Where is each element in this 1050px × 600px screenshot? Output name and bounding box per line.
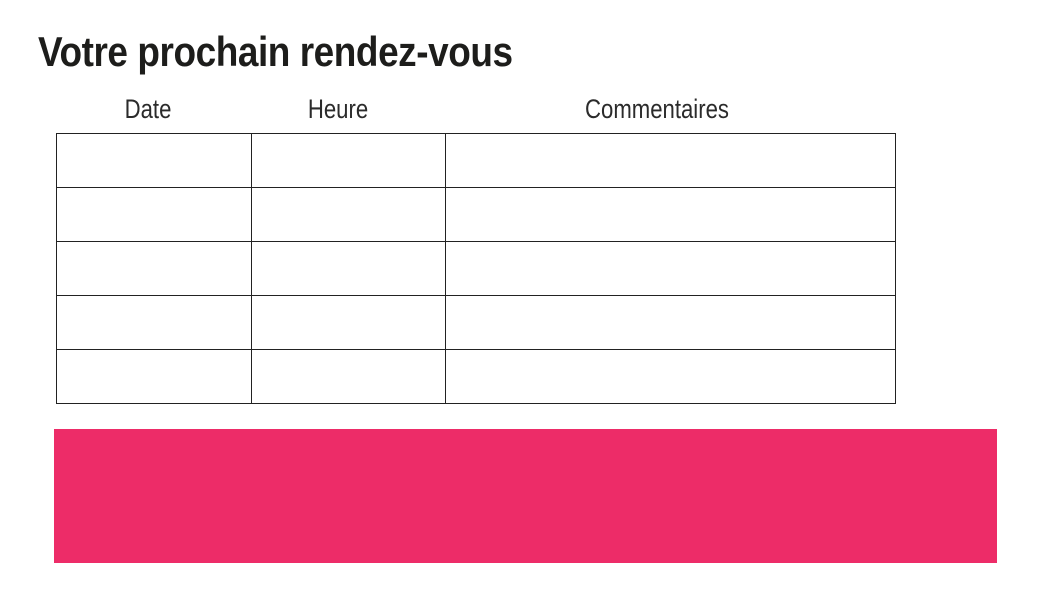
table-cell [445, 133, 896, 188]
table-cell [251, 133, 446, 188]
table-cell [445, 187, 896, 242]
table-cell [251, 349, 446, 404]
table-cell [56, 349, 252, 404]
highlight-banner [54, 429, 997, 563]
appointments-table [56, 133, 896, 404]
table-cell [251, 187, 446, 242]
table-row [56, 241, 896, 296]
column-header-date: Date [124, 94, 172, 124]
table-cell [56, 295, 252, 350]
column-header-commentaires: Commentaires [585, 94, 729, 124]
table-cell [56, 133, 252, 188]
table-row [56, 349, 896, 404]
table-cell [56, 187, 252, 242]
table-row [56, 187, 896, 242]
table-row [56, 295, 896, 350]
table-cell [445, 241, 896, 296]
table-row [56, 133, 896, 188]
page-title: Votre prochain rendez-vous [38, 28, 513, 75]
table-cell [445, 295, 896, 350]
table-cell [445, 349, 896, 404]
table-cell [251, 295, 446, 350]
column-header-heure: Heure [307, 94, 369, 124]
table-header-row: Date Heure Commentaires [0, 94, 1050, 128]
table-cell [56, 241, 252, 296]
table-cell [251, 241, 446, 296]
